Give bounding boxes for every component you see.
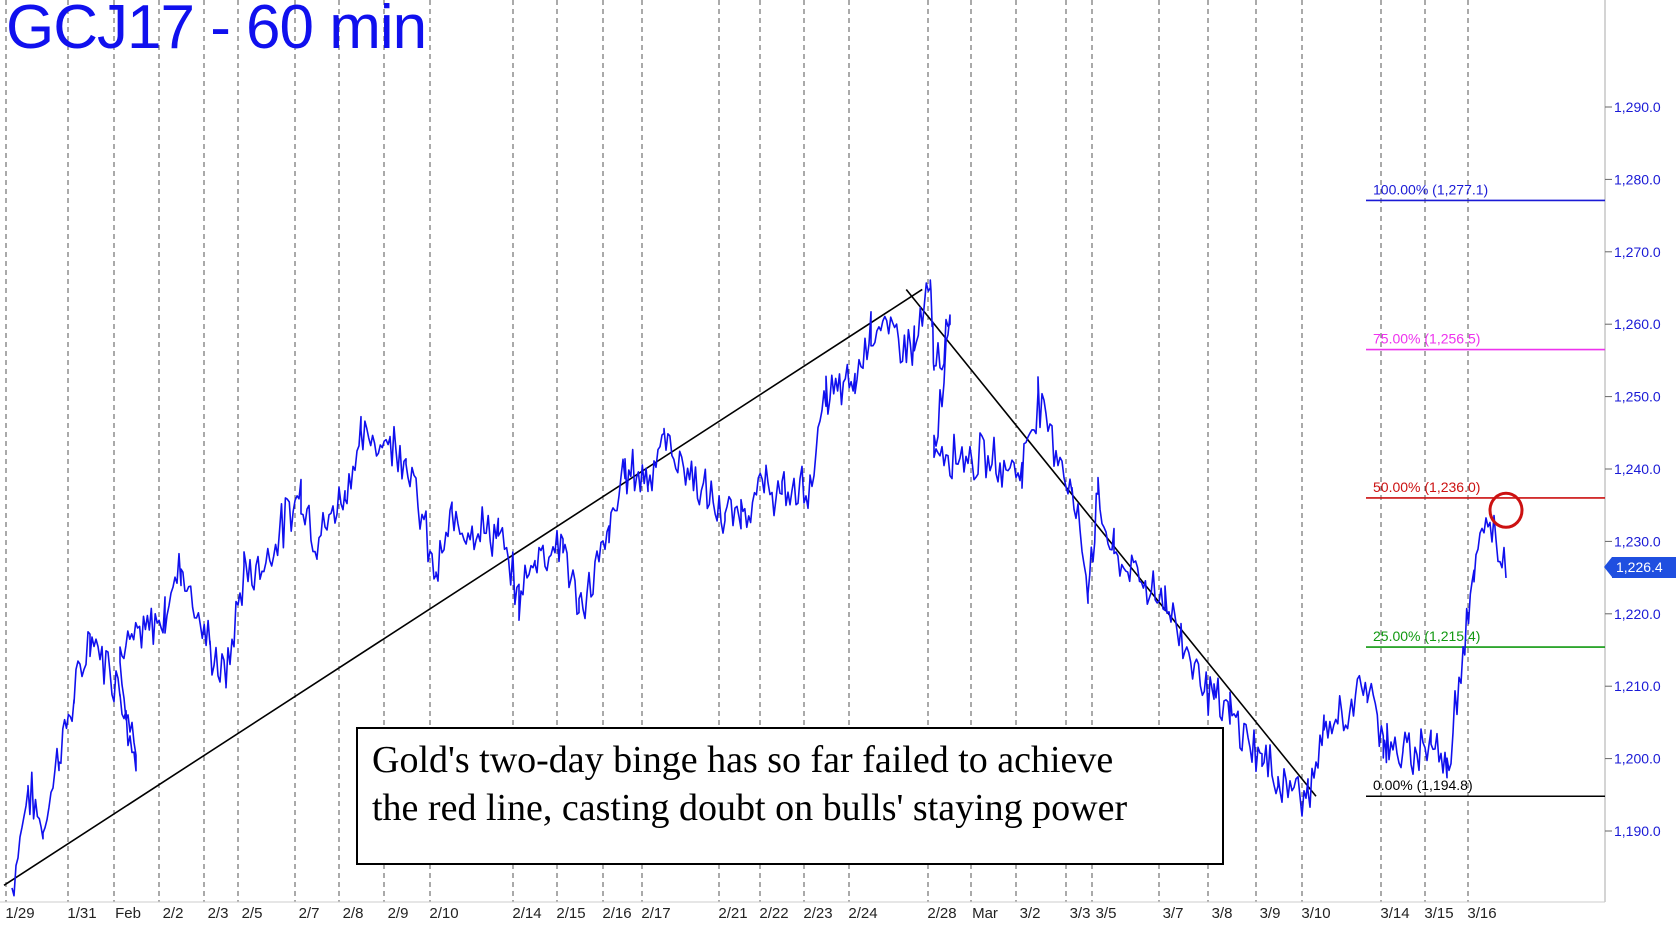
y-tick-label: 1,220.0 xyxy=(1614,606,1661,622)
y-tick-label: 1,190.0 xyxy=(1614,823,1661,839)
annotation-box: Gold's two-day binge has so far failed t… xyxy=(356,727,1224,865)
x-tick-label: 3/9 xyxy=(1260,905,1281,922)
x-tick-label: 3/7 xyxy=(1163,905,1184,922)
x-tick-label: 2/24 xyxy=(848,905,877,922)
fibonacci-levels: 100.00% (1,277.1) 75.00% (1,256.5) 50.00% … xyxy=(1366,181,1605,798)
annotation-line-2: the red line, casting doubt on bulls' st… xyxy=(372,787,1128,829)
x-tick-label: 2/15 xyxy=(556,905,585,922)
price-series xyxy=(11,279,1507,897)
x-tick-label: 2/3 xyxy=(208,905,229,922)
trendline xyxy=(3,288,923,886)
y-tick-label: 1,210.0 xyxy=(1614,678,1661,694)
x-tick-label: 3/3 xyxy=(1070,905,1091,922)
y-tick-label: 1,250.0 xyxy=(1614,389,1661,405)
y-tick-label: 1,200.0 xyxy=(1614,751,1661,767)
x-tick-label: 2/10 xyxy=(429,905,458,922)
x-tick-label: 2/7 xyxy=(299,905,320,922)
level-label: 75.00% (1,256.5) xyxy=(1373,331,1480,347)
annotation-line-1: Gold's two-day binge has so far failed t… xyxy=(372,739,1114,781)
x-axis-ticks: 1/29 1/31 Feb 2/2 2/3 2/5 2/7 2/8 2/9 2/10 2/14 2/1… xyxy=(5,905,1496,922)
x-tick-label: 2/17 xyxy=(641,905,670,922)
x-tick-label: 3/5 xyxy=(1096,905,1117,922)
x-tick-label: 2/21 xyxy=(718,905,747,922)
level-label: 0.00% (1,194.8) xyxy=(1373,777,1473,793)
x-tick-label: 3/15 xyxy=(1424,905,1453,922)
highlight-circle xyxy=(1488,491,1524,529)
x-tick-label: 3/2 xyxy=(1020,905,1041,922)
trendline xyxy=(905,288,1317,797)
chart-title: GCJ17 - 60 min xyxy=(6,0,427,62)
x-tick-label: 2/14 xyxy=(512,905,541,922)
y-tick-label: 1,230.0 xyxy=(1614,533,1661,549)
y-tick-label: 1,240.0 xyxy=(1614,461,1661,477)
x-tick-label: 2/2 xyxy=(163,905,184,922)
price-line xyxy=(11,279,1507,897)
y-tick-label: 1,270.0 xyxy=(1614,244,1661,260)
x-tick-label: 2/22 xyxy=(759,905,788,922)
level-label: 100.00% (1,277.1) xyxy=(1373,181,1488,197)
level-label: 25.00% (1,215.4) xyxy=(1373,628,1480,644)
x-tick-label: 2/8 xyxy=(343,905,364,922)
x-tick-label: 2/5 xyxy=(242,905,263,922)
x-tick-label: Feb xyxy=(115,905,141,922)
x-tick-label: 2/23 xyxy=(803,905,832,922)
last-price-tag: 1,226.4 xyxy=(1604,557,1676,578)
x-tick-label: 2/9 xyxy=(388,905,409,922)
x-tick-label: 3/8 xyxy=(1212,905,1233,922)
x-tick-label: 1/29 xyxy=(5,905,34,922)
y-tick-label: 1,280.0 xyxy=(1614,171,1661,187)
x-tick-label: Mar xyxy=(972,905,998,922)
x-tick-label: 2/28 xyxy=(927,905,956,922)
y-tick-label: 1,260.0 xyxy=(1614,316,1661,332)
x-tick-label: 1/31 xyxy=(67,905,96,922)
x-tick-label: 2/16 xyxy=(602,905,631,922)
level-label: 50.00% (1,236.0) xyxy=(1373,479,1480,495)
highlight-marker xyxy=(1488,491,1524,529)
x-tick-label: 3/16 xyxy=(1467,905,1496,922)
y-tick-label: 1,290.0 xyxy=(1614,99,1661,115)
x-tick-label: 3/14 xyxy=(1380,905,1409,922)
y-axis-ticks: 1,290.0 1,280.0 1,270.0 1,260.0 1,250.0 1,240… xyxy=(1605,99,1661,839)
x-tick-label: 3/10 xyxy=(1301,905,1330,922)
trendlines xyxy=(3,288,1317,886)
